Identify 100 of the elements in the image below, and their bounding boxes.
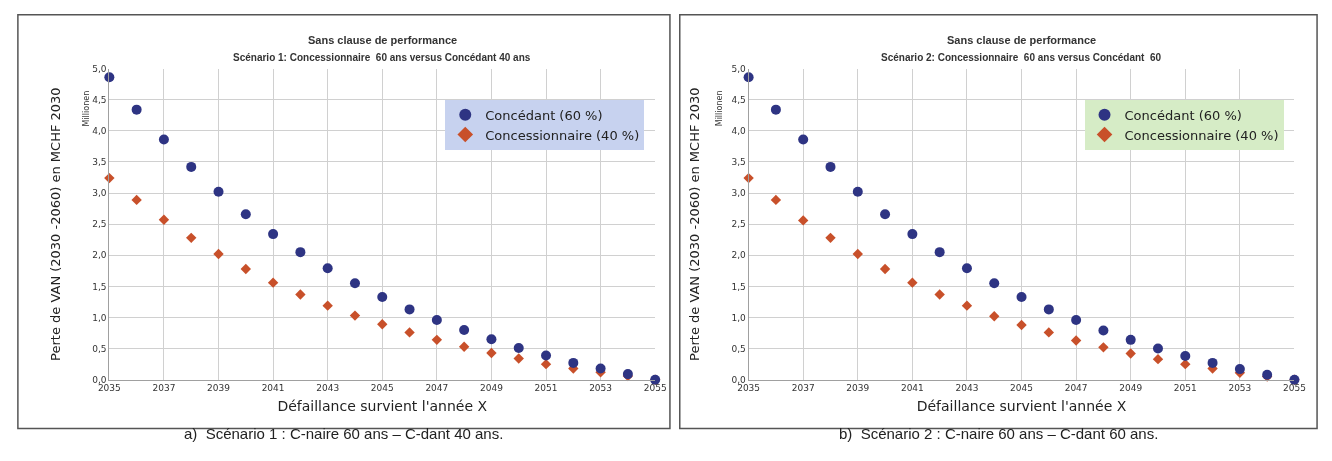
y-axis-title: Perte de VAN (2030 -2060) en MCHF 2030 xyxy=(48,87,64,361)
point xyxy=(404,327,415,338)
y-tick-label: 0,5 xyxy=(731,343,746,354)
chart-title: Sans clause de performance xyxy=(308,34,458,46)
y-tick-label: 1,5 xyxy=(731,281,746,292)
chart-subtitle: Scénario 2: Concessionnaire 60 ans versus Concédant 60 xyxy=(881,52,1162,63)
point xyxy=(1043,327,1055,338)
x-tick-label: 2053 xyxy=(1228,383,1252,394)
point xyxy=(186,161,197,172)
point xyxy=(1043,304,1054,315)
legend-label: Concédant (60 %) xyxy=(1124,107,1242,123)
point xyxy=(961,300,973,311)
point xyxy=(1152,353,1164,365)
point xyxy=(1153,343,1163,354)
legend-label: Concédant (60 %) xyxy=(485,107,603,123)
point xyxy=(1098,325,1109,336)
point xyxy=(1180,351,1191,362)
point xyxy=(322,263,333,274)
point xyxy=(934,289,945,300)
x-tick-label: 2055 xyxy=(643,383,667,394)
x-tick-label: 2053 xyxy=(589,383,613,394)
chart-title: Sans clause de performance xyxy=(947,34,1097,46)
point xyxy=(377,291,388,302)
point xyxy=(322,300,333,311)
point xyxy=(770,194,782,206)
point xyxy=(240,209,251,220)
point xyxy=(880,209,891,220)
y-tick-label: 1,0 xyxy=(731,312,747,323)
point xyxy=(907,277,918,288)
point xyxy=(349,310,361,321)
y-tick-label: 2,0 xyxy=(92,250,107,261)
x-tick-label: 2041 xyxy=(900,383,924,394)
y-tick-label: 4,0 xyxy=(92,125,107,136)
text: b) Scénario 2 : C-naire 60 ans – C-dant 60 ans. xyxy=(839,425,1159,442)
text: a) Scénario 1 : C-naire 60 ans – C-dant 40 ans. xyxy=(184,425,504,442)
point xyxy=(1125,334,1136,345)
point xyxy=(825,161,836,172)
y-tick-label: 2,0 xyxy=(731,250,747,261)
point xyxy=(459,324,470,335)
point xyxy=(1070,335,1082,346)
y-tick-label: 0,0 xyxy=(731,374,747,385)
x-tick-label: 2045 xyxy=(1010,383,1033,394)
legend-label: Concessionnaire (40 %) xyxy=(1124,127,1279,143)
point xyxy=(934,247,945,258)
legend-label: Concessionnaire (40 %) xyxy=(485,127,640,143)
text: Millionen xyxy=(714,90,724,127)
y-tick-label: 2,5 xyxy=(92,219,107,230)
point xyxy=(825,232,836,244)
y-tick-label: 4,5 xyxy=(92,94,107,105)
y-tick-label: 0,0 xyxy=(92,374,107,385)
x-tick-label: 2043 xyxy=(316,383,340,394)
point xyxy=(486,334,497,345)
point xyxy=(1125,348,1136,359)
point xyxy=(879,263,891,275)
x-tick-label: 2051 xyxy=(1173,383,1197,394)
text: Millionen xyxy=(82,90,92,127)
x-tick-label: 2049 xyxy=(1119,383,1143,394)
point xyxy=(961,263,972,274)
point xyxy=(568,357,579,368)
point xyxy=(213,248,224,260)
x-tick-label: 2035 xyxy=(737,383,761,394)
point xyxy=(770,104,781,115)
x-tick-label: 2055 xyxy=(1282,383,1306,394)
y-tick-label: 5,0 xyxy=(731,63,747,74)
point xyxy=(1016,319,1027,331)
y-tick-label: 3,5 xyxy=(92,157,107,168)
point xyxy=(213,186,224,197)
point xyxy=(797,215,809,226)
x-tick-label: 2035 xyxy=(97,383,121,394)
point xyxy=(186,232,197,244)
y-tick-label: 3,5 xyxy=(731,157,746,168)
y-tick-label: 4,5 xyxy=(731,94,746,105)
point xyxy=(907,229,918,240)
x-tick-label: 2039 xyxy=(207,383,231,394)
point xyxy=(513,342,524,353)
point xyxy=(295,289,306,300)
y-tick-label: 1,5 xyxy=(92,281,107,292)
y-tick-label: 3,0 xyxy=(731,188,747,199)
x-axis-title: Défaillance survient l'année X xyxy=(916,397,1127,414)
point xyxy=(595,363,606,374)
point xyxy=(798,134,809,145)
x-tick-label: 2047 xyxy=(1064,383,1088,394)
point xyxy=(267,277,279,288)
point xyxy=(852,186,863,197)
x-tick-label: 2037 xyxy=(791,383,815,394)
y-tick-label: 2,5 xyxy=(731,219,746,230)
point xyxy=(1207,357,1218,368)
x-tick-label: 2037 xyxy=(152,383,176,394)
y-tick-label: 3,0 xyxy=(92,188,107,199)
x-tick-label: 2047 xyxy=(425,383,449,394)
point xyxy=(852,248,863,260)
y-axis-title: Perte de VAN (2030 -2060) en MCHF 2030 xyxy=(687,87,703,361)
point xyxy=(1071,314,1082,325)
point xyxy=(377,319,388,330)
y-tick-label: 4,0 xyxy=(731,125,747,136)
point xyxy=(431,334,443,346)
x-tick-label: 2043 xyxy=(955,383,979,394)
y-tick-label: 0,5 xyxy=(92,343,107,354)
y-tick-label: 1,0 xyxy=(92,312,107,323)
point xyxy=(268,229,279,240)
